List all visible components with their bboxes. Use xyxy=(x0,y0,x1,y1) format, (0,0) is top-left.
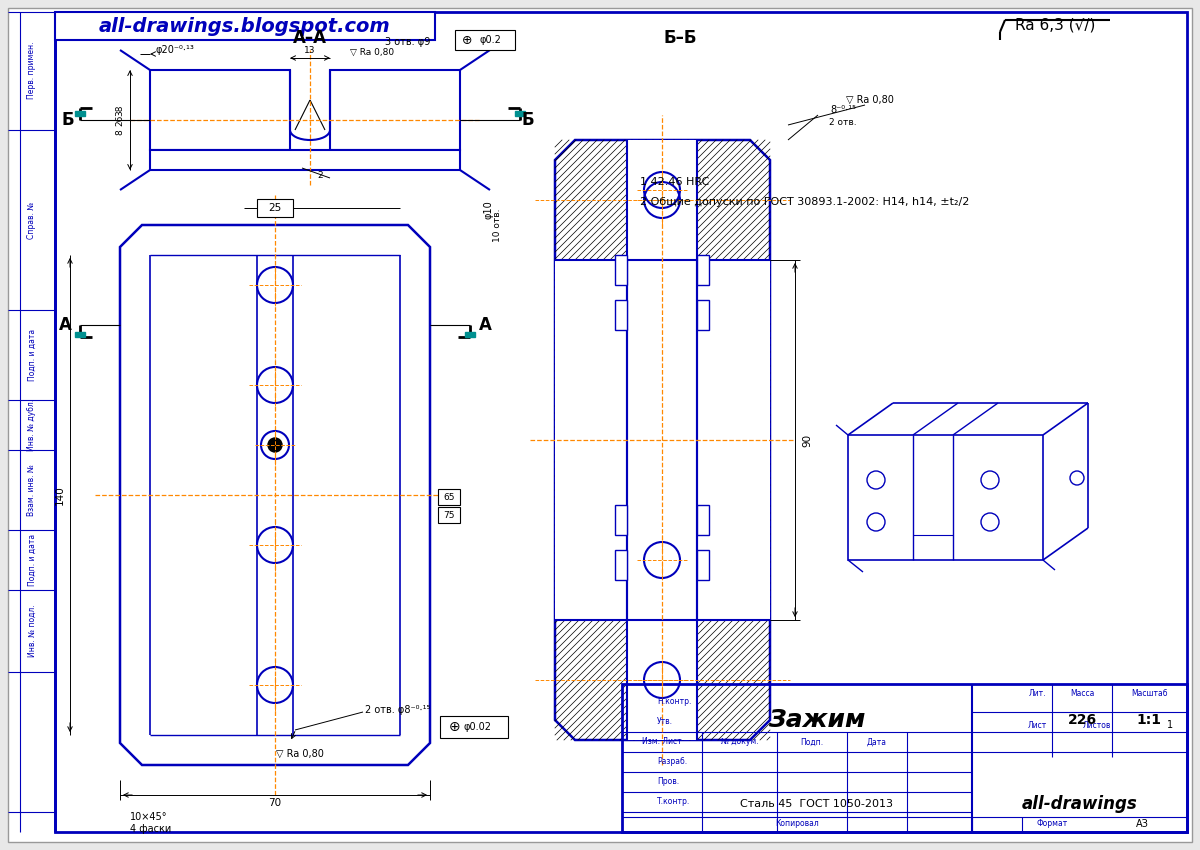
Bar xyxy=(74,332,85,337)
Text: 10×45°: 10×45° xyxy=(130,812,168,822)
Text: 3 отв. φ9: 3 отв. φ9 xyxy=(385,37,431,47)
Bar xyxy=(697,550,709,580)
Text: Б: Б xyxy=(522,111,534,129)
Text: φ0.2: φ0.2 xyxy=(479,35,500,45)
Bar xyxy=(622,684,1187,832)
Bar xyxy=(55,12,436,40)
Text: 2: 2 xyxy=(317,171,323,179)
Text: φ20⁻⁰⋅¹³: φ20⁻⁰⋅¹³ xyxy=(155,45,194,55)
Text: φ10: φ10 xyxy=(482,201,493,219)
Text: 226: 226 xyxy=(1068,713,1097,727)
Text: A: A xyxy=(479,316,492,334)
Polygon shape xyxy=(554,140,770,740)
Bar xyxy=(554,260,770,620)
Text: 1: 1 xyxy=(1166,720,1174,730)
Text: 8: 8 xyxy=(115,129,125,135)
Text: Б–Б: Б–Б xyxy=(664,29,697,47)
Text: 70: 70 xyxy=(269,798,282,808)
Text: Взам. инв. №: Взам. инв. № xyxy=(28,464,36,516)
Text: 4 фаски: 4 фаски xyxy=(130,824,172,834)
Text: Перв. примен.: Перв. примен. xyxy=(28,42,36,99)
Circle shape xyxy=(268,438,282,452)
Text: Инв. № дубл.: Инв. № дубл. xyxy=(28,399,36,451)
Bar xyxy=(616,550,628,580)
Text: Справ. №: Справ. № xyxy=(28,201,36,239)
Bar xyxy=(440,716,508,738)
Text: φ0.02: φ0.02 xyxy=(464,722,492,732)
Text: Подп. и дата: Подп. и дата xyxy=(28,329,36,381)
Text: АЗ: АЗ xyxy=(1135,819,1148,829)
Text: Б: Б xyxy=(61,111,74,129)
Text: Масса: Масса xyxy=(1070,689,1094,699)
Bar xyxy=(150,150,460,170)
Text: Пров.: Пров. xyxy=(658,778,679,786)
Bar xyxy=(616,255,628,285)
Text: № докум.: № докум. xyxy=(721,738,758,746)
Text: 65: 65 xyxy=(443,492,455,502)
Text: 2 отв. φ8⁻⁰⋅¹⁵: 2 отв. φ8⁻⁰⋅¹⁵ xyxy=(365,705,431,715)
Text: ⊕: ⊕ xyxy=(462,33,473,47)
Text: Листов: Листов xyxy=(1082,721,1111,729)
Text: 140: 140 xyxy=(55,485,65,505)
Bar xyxy=(515,111,526,116)
Text: all-drawings: all-drawings xyxy=(1022,795,1138,813)
Text: Масштаб: Масштаб xyxy=(1130,689,1168,699)
Text: all-drawings.blogspot.com: all-drawings.blogspot.com xyxy=(100,16,391,36)
Bar xyxy=(438,489,460,505)
Text: ▽ Ra 0,80: ▽ Ra 0,80 xyxy=(846,95,894,105)
Text: Н.контр.: Н.контр. xyxy=(658,698,691,706)
Text: Копировал: Копировал xyxy=(775,819,818,829)
Bar xyxy=(697,255,709,285)
Text: Дата: Дата xyxy=(866,738,887,746)
Text: Т.контр.: Т.контр. xyxy=(658,797,690,807)
Text: 25: 25 xyxy=(269,203,282,213)
Bar xyxy=(74,111,85,116)
Bar xyxy=(466,332,475,337)
Text: 13: 13 xyxy=(305,46,316,54)
Text: Зажим: Зажим xyxy=(768,708,865,732)
Bar xyxy=(290,70,330,130)
Text: 1:1: 1:1 xyxy=(1136,713,1162,727)
Bar xyxy=(697,300,709,330)
Text: ▽ Ra 0,80: ▽ Ra 0,80 xyxy=(276,749,324,759)
Bar xyxy=(697,505,709,535)
Text: 8⁻⁰⋅¹⁵: 8⁻⁰⋅¹⁵ xyxy=(830,105,856,115)
Text: ▽ Ra 0,80: ▽ Ra 0,80 xyxy=(350,48,394,56)
Text: ⊕: ⊕ xyxy=(449,720,461,734)
Text: Инв. № подл.: Инв. № подл. xyxy=(28,604,36,657)
Text: Формат: Формат xyxy=(1037,819,1068,829)
Text: 2 отв.: 2 отв. xyxy=(829,117,857,127)
Text: Изм. Лист: Изм. Лист xyxy=(642,738,682,746)
Text: 38: 38 xyxy=(115,105,125,116)
Text: Ra 6,3 (√/): Ra 6,3 (√/) xyxy=(1015,18,1096,32)
Bar xyxy=(330,70,460,150)
Text: Подп. и дата: Подп. и дата xyxy=(28,534,36,586)
Text: Утв.: Утв. xyxy=(658,717,673,727)
Bar xyxy=(257,199,293,217)
Text: 90: 90 xyxy=(802,434,812,446)
Bar xyxy=(616,505,628,535)
Text: Подп.: Подп. xyxy=(800,738,823,746)
Text: Лист: Лист xyxy=(1027,721,1046,729)
Text: 1 42.46 HRC: 1 42.46 HRC xyxy=(640,177,709,187)
Text: А–А: А–А xyxy=(293,29,326,47)
Text: A: A xyxy=(59,316,72,334)
Bar xyxy=(438,507,460,523)
Text: Лит.: Лит. xyxy=(1028,689,1045,699)
Text: Сталь 45  ГОСТ 1050-2013: Сталь 45 ГОСТ 1050-2013 xyxy=(740,799,894,809)
Bar xyxy=(150,70,290,150)
Text: 75: 75 xyxy=(443,511,455,519)
Bar xyxy=(455,30,515,50)
Text: Разраб.: Разраб. xyxy=(658,757,688,767)
Bar xyxy=(628,140,697,740)
Text: 2 Общие допуски по ГОСТ 30893.1-2002: H14, h14, ±t₂/2: 2 Общие допуски по ГОСТ 30893.1-2002: H1… xyxy=(640,197,970,207)
Text: 26: 26 xyxy=(115,114,125,126)
Text: 10 отв.: 10 отв. xyxy=(493,208,503,241)
Bar xyxy=(616,300,628,330)
